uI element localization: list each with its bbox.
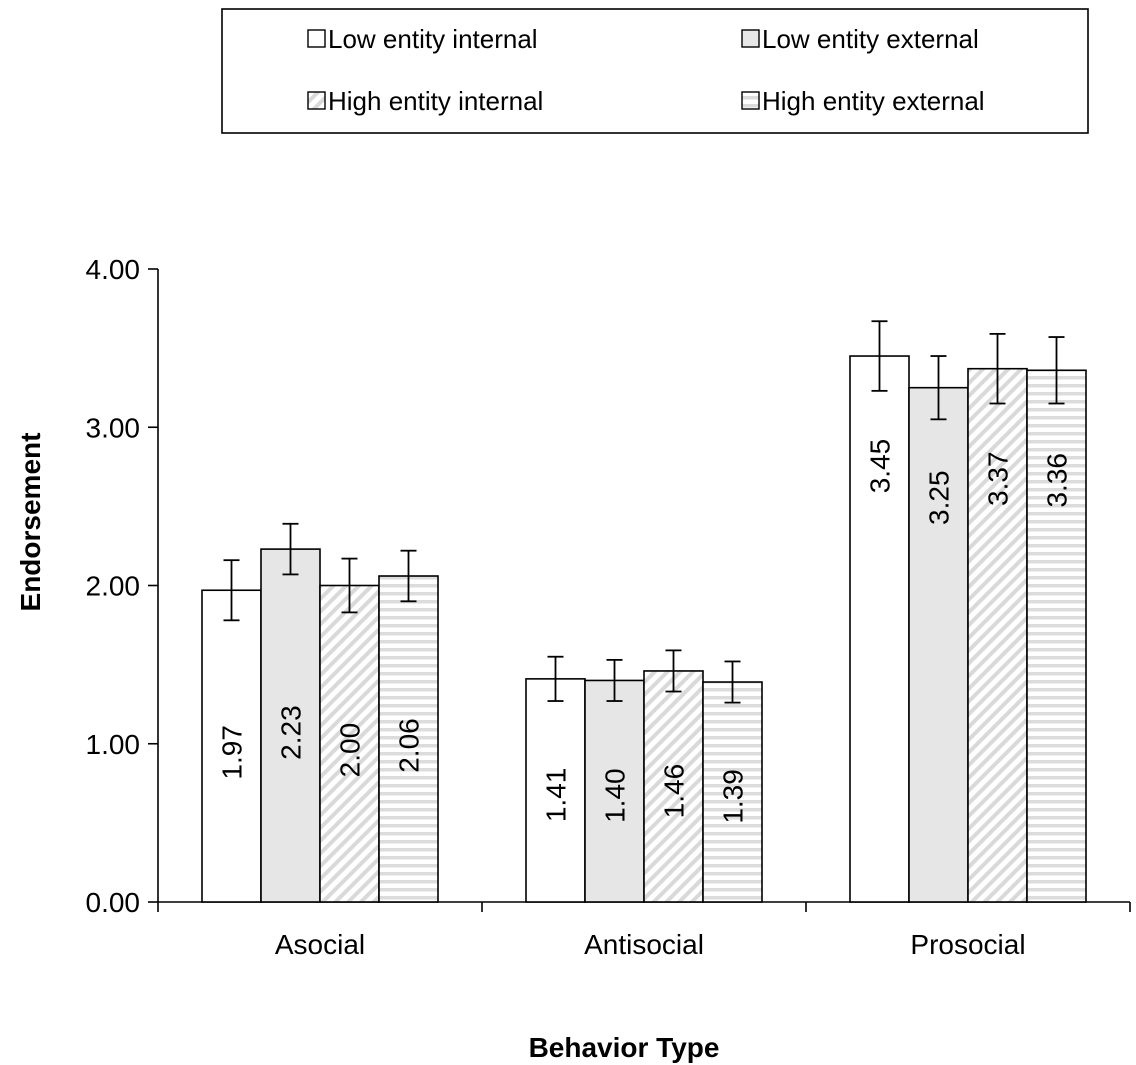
y-axis-title: Endorsement <box>15 433 46 612</box>
category-label: Prosocial <box>910 929 1025 960</box>
y-tick-label: 1.00 <box>86 729 141 760</box>
y-tick-label: 0.00 <box>86 887 141 918</box>
data-label: 2.23 <box>276 705 307 760</box>
data-label: 3.45 <box>865 439 896 494</box>
category-label: Antisocial <box>584 929 704 960</box>
x-categories: Asocial Antisocial Prosocial <box>275 929 1026 960</box>
legend-swatch <box>742 30 759 47</box>
y-ticks: 0.00 1.00 2.00 3.00 4.00 <box>86 254 159 918</box>
bar <box>909 388 968 902</box>
data-label: 2.06 <box>394 718 425 773</box>
legend-label: High entity internal <box>328 86 543 116</box>
category-label: Asocial <box>275 929 365 960</box>
legend-swatch <box>308 30 325 47</box>
data-label: 2.00 <box>335 723 366 778</box>
data-label: 1.46 <box>659 764 690 819</box>
legend-label: High entity external <box>762 86 985 116</box>
legend-label: Low entity external <box>762 24 979 54</box>
data-label: 1.97 <box>217 725 248 780</box>
bars <box>202 356 1086 902</box>
y-tick-label: 4.00 <box>86 254 141 285</box>
data-label: 1.39 <box>718 769 749 824</box>
y-tick-label: 3.00 <box>86 412 141 443</box>
data-label: 3.36 <box>1042 453 1073 508</box>
legend-label: Low entity internal <box>328 24 538 54</box>
data-label: 1.40 <box>600 768 631 823</box>
legend-swatch <box>308 92 325 109</box>
data-label: 3.25 <box>924 470 955 525</box>
data-label: 1.41 <box>541 768 572 823</box>
bar <box>850 356 909 902</box>
y-tick-label: 2.00 <box>86 571 141 602</box>
bar <box>968 369 1027 902</box>
bar <box>1027 370 1086 902</box>
legend-swatch <box>742 92 759 109</box>
data-label: 3.37 <box>983 451 1014 506</box>
legend: Low entity internal Low entity external Hi… <box>222 9 1088 133</box>
x-axis-title: Behavior Type <box>529 1032 720 1063</box>
